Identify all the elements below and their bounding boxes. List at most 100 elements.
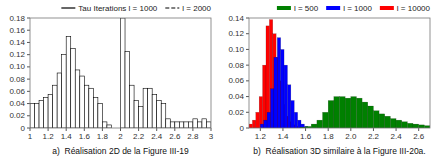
- histogram-bar: [48, 94, 53, 128]
- histogram-bar: [334, 97, 340, 128]
- legend-swatch: [61, 7, 75, 8]
- x-tick-label: 2.4: [391, 132, 403, 141]
- x-tick-label: 1: [28, 132, 33, 141]
- y-tick-label: 0.12: [9, 50, 25, 59]
- histogram-bar: [281, 49, 284, 128]
- y-tick: [27, 79, 30, 80]
- histogram-bar: [259, 97, 262, 128]
- histogram-bar: [390, 119, 396, 128]
- x-tick: [174, 128, 175, 131]
- histogram-bar: [413, 124, 419, 128]
- x-tick: [305, 128, 306, 131]
- legend-item: l = 10000: [380, 4, 431, 13]
- histogram-bar: [170, 122, 175, 128]
- y-tick-label: 0.08: [9, 75, 25, 84]
- histogram-bar: [62, 55, 67, 128]
- histogram-bar: [184, 122, 189, 128]
- x-tick-label: 2.6: [169, 132, 181, 141]
- histogram-bar: [270, 89, 273, 128]
- histogram-bar: [407, 123, 413, 128]
- legend: l = 500 l = 1000 l = 10000: [277, 4, 431, 13]
- y-tick: [27, 103, 30, 104]
- chart: 00.020.040.060.080.100.120.140.160.1811.…: [9, 4, 213, 156]
- x-tick: [66, 128, 67, 131]
- histogram-bar: [179, 122, 184, 128]
- x-tick: [192, 128, 193, 131]
- histogram-bar: [419, 125, 425, 128]
- x-tick-label: 2.4: [151, 132, 163, 141]
- legend-label: l = 1000: [343, 4, 372, 13]
- histogram-bar: [93, 97, 98, 128]
- histogram-bar: [311, 124, 317, 128]
- legend-item: l = 500: [277, 4, 319, 13]
- y-tick-label: 0.10: [9, 62, 25, 71]
- plot-area: [249, 18, 430, 128]
- histogram-bar: [66, 36, 71, 128]
- y-tick-label: 0.08: [228, 61, 244, 70]
- histogram-bar: [193, 119, 198, 128]
- legend-label: Tau Iterations l = 1000: [78, 4, 157, 13]
- x-tick: [138, 128, 139, 131]
- y-tick: [246, 96, 249, 97]
- x-tick: [328, 128, 329, 131]
- histogram-bar: [206, 122, 211, 128]
- histogram-bar: [80, 76, 85, 128]
- histogram-bar: [368, 106, 374, 128]
- legend-swatch: [277, 6, 291, 10]
- x-tick: [418, 128, 419, 131]
- y-tick-label: 0.06: [228, 76, 244, 85]
- x-tick-label: 2: [118, 132, 123, 141]
- histogram-bar: [345, 98, 351, 128]
- histogram-bar: [134, 101, 139, 129]
- y-tick: [27, 54, 30, 55]
- legend-label: l = 2000: [182, 4, 211, 13]
- histogram-bar: [351, 97, 357, 128]
- histogram-bar: [340, 97, 346, 128]
- plot-area: [30, 18, 211, 128]
- chart: 00.020.040.060.080.100.120.141.21.41.61.…: [228, 4, 430, 156]
- plot-frame: [249, 18, 430, 128]
- histogram-bar: [143, 88, 148, 128]
- histogram-bar: [294, 112, 297, 128]
- legend-swatch: [380, 6, 394, 10]
- histogram-bar: [328, 101, 334, 129]
- histogram-bar: [267, 112, 270, 128]
- histogram-bar: [161, 104, 166, 128]
- histogram-bar: [166, 119, 171, 128]
- histogram-bar: [125, 52, 130, 128]
- histogram-bar: [291, 101, 294, 129]
- histogram-bar: [362, 102, 368, 128]
- histogram-bar: [356, 98, 362, 128]
- histogram-bar: [39, 101, 44, 129]
- histogram-bar: [373, 111, 379, 128]
- histogram-bar: [379, 114, 385, 128]
- histogram-bar: [249, 124, 252, 128]
- x-tick: [102, 128, 103, 131]
- legend-swatch: [326, 6, 340, 10]
- y-tick: [27, 18, 30, 19]
- x-tick: [350, 128, 351, 131]
- x-tick-label: 1.4: [61, 132, 73, 141]
- x-tick: [211, 128, 212, 131]
- x-tick-label: 2.2: [133, 132, 145, 141]
- y-tick-label: 0.16: [9, 26, 25, 35]
- x-tick: [30, 128, 31, 131]
- y-tick: [246, 128, 249, 129]
- histogram-bar: [202, 119, 207, 128]
- histogram-bar: [157, 101, 162, 129]
- y-tick-label: 0.04: [9, 99, 25, 108]
- x-tick-label: 3: [209, 132, 214, 141]
- histogram-bar: [260, 124, 263, 128]
- histogram-bar: [57, 73, 62, 128]
- histogram-bar: [89, 88, 94, 128]
- y-tick-label: 0.04: [228, 92, 244, 101]
- legend-item: l = 1000: [326, 4, 372, 13]
- y-tick: [27, 115, 30, 116]
- x-tick: [396, 128, 397, 131]
- x-tick-label: 1.4: [277, 132, 289, 141]
- x-tick: [48, 128, 49, 131]
- legend: Tau Iterations l = 1000 l = 2000: [61, 4, 211, 13]
- legend-swatch: [165, 7, 179, 8]
- x-tick: [282, 128, 283, 131]
- y-tick: [246, 33, 249, 34]
